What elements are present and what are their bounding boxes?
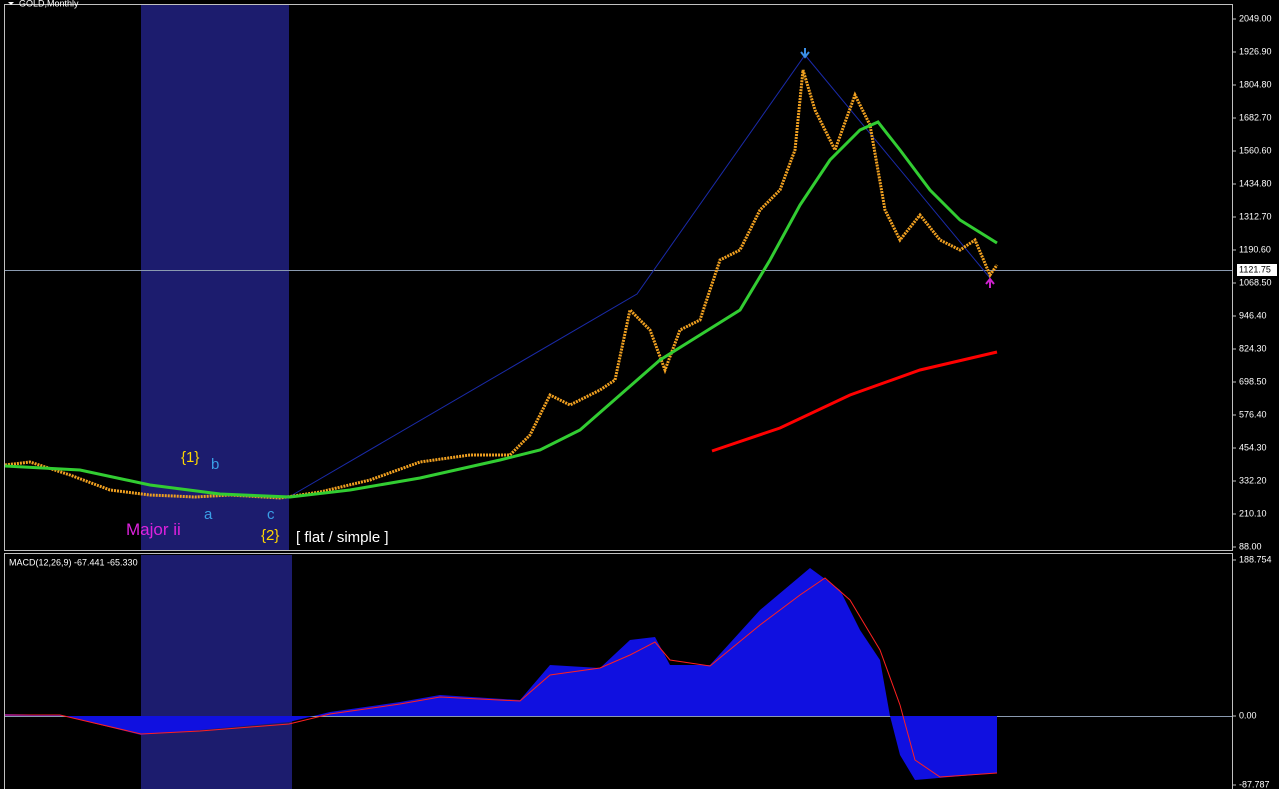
menu-arrow[interactable] xyxy=(8,2,14,5)
price-axis-label: 1926.90 xyxy=(1239,46,1272,56)
indicator-axis-label: -87.787 xyxy=(1239,779,1270,789)
price-axis-label: 88.00 xyxy=(1239,541,1262,551)
indicator-axis-label: 188.754 xyxy=(1239,554,1272,564)
price-candles xyxy=(4,69,999,500)
symbol-label: GOLD,Monthly xyxy=(19,0,79,8)
moving-average-fast xyxy=(4,120,998,499)
highlight-band xyxy=(141,5,289,550)
wave-label: a xyxy=(204,506,213,523)
arrow-down xyxy=(800,48,810,59)
price-frame xyxy=(4,4,1233,551)
wave-label: Major ii xyxy=(126,520,181,539)
price-axis-label: 576.40 xyxy=(1239,409,1267,419)
price-axis-label: 332.20 xyxy=(1239,475,1267,485)
price-axis-label: 1434.80 xyxy=(1239,178,1272,188)
price-axis-label: 1560.60 xyxy=(1239,145,1272,155)
price-axis-label: 1804.80 xyxy=(1239,79,1272,89)
arrow-up xyxy=(985,277,995,288)
price-axis-label: 824.30 xyxy=(1239,343,1267,353)
price-axis-label: 698.50 xyxy=(1239,376,1267,386)
price-axis-label: 210.10 xyxy=(1239,508,1267,518)
price-axis-label: 454.30 xyxy=(1239,442,1267,452)
pattern-label: [ flat / simple ] xyxy=(296,529,389,546)
price-axis-label: 2049.00 xyxy=(1239,13,1272,23)
price-axis-label: 1068.50 xyxy=(1239,277,1272,287)
wave-label: c xyxy=(267,506,275,523)
zigzag xyxy=(288,54,991,498)
current-price-box xyxy=(1237,264,1277,276)
highlight-band xyxy=(141,555,292,789)
macd-histogram xyxy=(5,568,997,780)
moving-average-slow xyxy=(711,350,998,453)
price-axis-label: 1312.70 xyxy=(1239,211,1272,221)
indicator-label: MACD(12,26,9) -67.441 -65.330 xyxy=(9,557,138,567)
macd-frame xyxy=(4,553,1233,789)
macd-signal xyxy=(5,577,998,778)
price-axis-label: 1682.70 xyxy=(1239,112,1272,122)
current-price: 1121.75 xyxy=(1239,264,1271,274)
indicator-axis-label: 0.00 xyxy=(1239,710,1257,720)
wave-label: b xyxy=(211,456,219,473)
wave-label: {2} xyxy=(261,527,279,544)
price-axis-label: 946.40 xyxy=(1239,310,1267,320)
price-axis-label: 1190.60 xyxy=(1239,244,1271,254)
wave-label: {1} xyxy=(181,449,199,466)
